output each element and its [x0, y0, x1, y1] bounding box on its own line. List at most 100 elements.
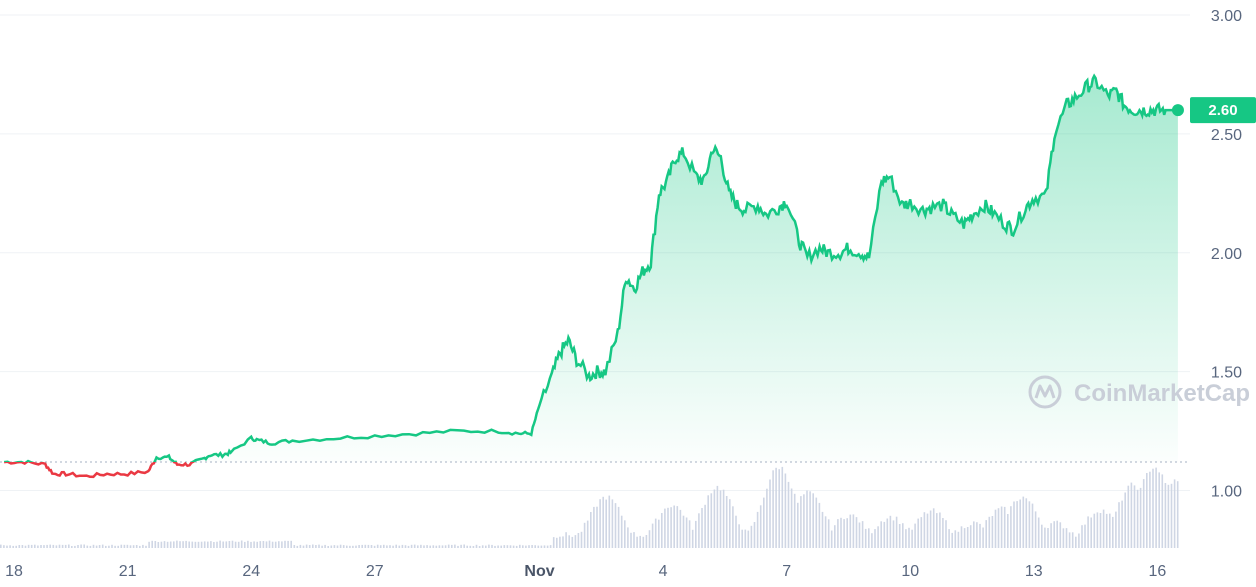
- volume-bar: [809, 491, 811, 548]
- volume-bar: [577, 533, 580, 548]
- volume-bar: [883, 521, 886, 548]
- volume-bar: [284, 540, 286, 548]
- volume-bar: [27, 544, 30, 548]
- current-price-badge: 2.60: [1190, 97, 1256, 124]
- volume-bar: [373, 545, 376, 548]
- volume-bar: [21, 545, 24, 548]
- volume-bar: [15, 545, 17, 548]
- volume-bar: [491, 544, 493, 548]
- volume-bar: [877, 526, 879, 548]
- volume-bar: [472, 546, 475, 548]
- volume-bar: [849, 514, 852, 548]
- volume-bar: [707, 495, 709, 548]
- volume-bar: [614, 503, 617, 548]
- volume-bar: [24, 545, 27, 548]
- volume-bar: [188, 541, 190, 548]
- volume-bar: [1007, 514, 1009, 548]
- volume-bar: [784, 473, 787, 548]
- volume-bar: [1056, 520, 1058, 548]
- volume-bar: [830, 530, 833, 548]
- volume-bar: [49, 544, 51, 548]
- volume-bar: [1102, 509, 1105, 548]
- volume-bar: [1016, 501, 1018, 548]
- volume-bar: [46, 544, 48, 548]
- y-tick-label: 3.00: [1211, 8, 1242, 25]
- volume-bar: [379, 545, 382, 548]
- coinmarketcap-logo-icon: [1028, 375, 1062, 409]
- volume-bar: [1084, 524, 1086, 548]
- volume-bar: [213, 542, 215, 548]
- volume-bar: [1130, 482, 1133, 548]
- volume-bar: [627, 527, 629, 548]
- volume-bar: [302, 545, 305, 548]
- x-tick-label: 7: [782, 563, 791, 580]
- volume-bar: [191, 541, 194, 548]
- volume-bar: [778, 469, 780, 548]
- volume-bar: [364, 544, 367, 548]
- volume-bar: [315, 545, 317, 548]
- volume-bar: [355, 545, 357, 548]
- volume-bar: [413, 544, 416, 548]
- volume-bar: [117, 545, 119, 548]
- volume-bar: [515, 545, 518, 548]
- volume-bar: [247, 540, 249, 548]
- volume-bar: [580, 531, 583, 548]
- volume-bar: [590, 512, 592, 548]
- volume-bar: [837, 519, 839, 548]
- volume-bar: [713, 489, 716, 548]
- volume-bar: [95, 545, 98, 548]
- volume-bar: [1019, 499, 1021, 548]
- volume-bar: [1127, 485, 1130, 548]
- volume-bar: [503, 545, 506, 548]
- x-tick-label: 10: [901, 563, 919, 580]
- volume-bar: [1142, 479, 1145, 548]
- volume-bar: [957, 531, 960, 548]
- volume-bar: [682, 515, 685, 548]
- volume-bar: [151, 540, 153, 548]
- volume-bar: [392, 545, 394, 548]
- volume-bar: [1075, 536, 1077, 548]
- volume-bar: [735, 515, 737, 548]
- volume-bar: [1118, 502, 1120, 548]
- volume-bar: [457, 545, 459, 548]
- volume-bar: [821, 511, 824, 548]
- volume-bar: [917, 518, 919, 548]
- volume-bar: [985, 520, 987, 548]
- volume-bar: [1068, 532, 1071, 548]
- volume-bar: [1078, 533, 1080, 548]
- volume-bar: [80, 544, 82, 548]
- volume-bar: [695, 520, 697, 548]
- volume-bar: [969, 525, 972, 548]
- volume-bar: [756, 511, 759, 548]
- coinmarketcap-logo-wave-icon: [1034, 384, 1056, 399]
- volume-bar: [1136, 489, 1139, 548]
- volume-bar: [1003, 506, 1006, 548]
- y-tick-label: 1.50: [1211, 365, 1242, 382]
- volume-bar: [506, 545, 509, 548]
- volume-bar: [691, 529, 694, 548]
- volume-bar: [481, 545, 484, 548]
- volume-bar: [290, 540, 292, 548]
- volume-bar: [6, 545, 8, 548]
- volume-bar: [86, 545, 89, 548]
- volume-bar: [741, 529, 743, 548]
- volume-bar: [253, 541, 255, 548]
- volume-bar: [145, 545, 147, 548]
- volume-bar: [1115, 511, 1117, 548]
- volume-bar: [522, 545, 524, 548]
- volume-bar: [855, 517, 858, 548]
- watermark-text: CoinMarketCap: [1074, 380, 1250, 407]
- x-tick-label: 21: [119, 563, 137, 580]
- volume-bar: [324, 544, 326, 548]
- volume-bar: [367, 544, 370, 548]
- volume-bar: [549, 545, 552, 548]
- volume-bar: [667, 507, 669, 548]
- x-tick-label: 13: [1025, 563, 1043, 580]
- volume-bar: [815, 497, 818, 548]
- volume-bar: [639, 535, 641, 548]
- volume-bar: [305, 544, 308, 548]
- volume-bar: [673, 505, 675, 548]
- volume-bar: [719, 490, 722, 548]
- volume-bar: [676, 506, 679, 548]
